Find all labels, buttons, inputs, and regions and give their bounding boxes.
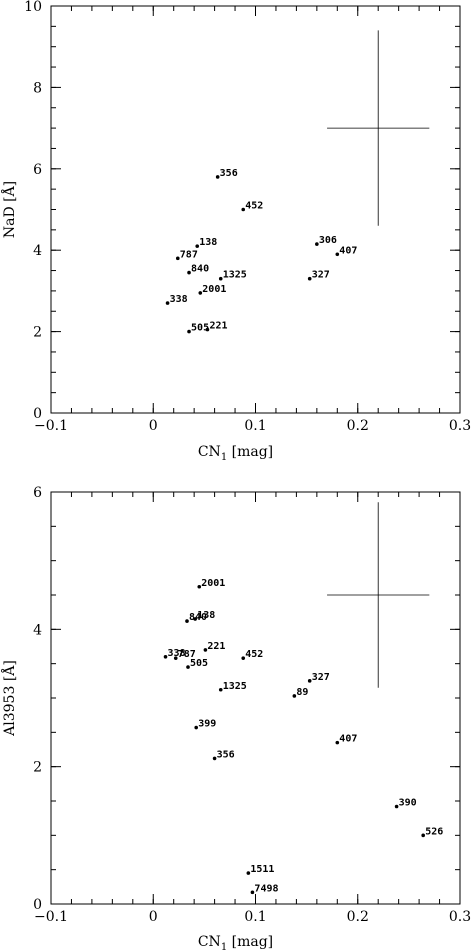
data-point xyxy=(198,291,203,295)
data-point xyxy=(205,327,210,332)
x-tick-label: −0.1 xyxy=(34,418,68,434)
data-point xyxy=(165,301,170,305)
point-label: 338 xyxy=(168,648,186,659)
point-label: 2001 xyxy=(201,578,225,589)
y-tick-label: 6 xyxy=(33,485,42,501)
x-tick-label: 0.1 xyxy=(244,418,266,434)
data-point xyxy=(193,617,197,621)
point-label: 407 xyxy=(339,245,357,256)
y-tick-label: 4 xyxy=(33,622,42,638)
point-label: 7498 xyxy=(254,883,278,894)
y-tick-label: 0 xyxy=(33,406,42,422)
point-label: 89 xyxy=(296,687,308,698)
point-label: 787 xyxy=(180,249,198,260)
x-tick-label: 0.1 xyxy=(244,909,266,925)
point-label: 306 xyxy=(319,235,337,246)
y-tick-label: 4 xyxy=(33,243,42,259)
point-label: 138 xyxy=(197,610,215,621)
data-point xyxy=(421,833,425,838)
data-point xyxy=(335,252,340,257)
x-tick-label: 0.3 xyxy=(449,909,471,925)
point-label: 138 xyxy=(199,237,217,248)
point-label: 327 xyxy=(312,672,330,683)
point-label: 1325 xyxy=(223,270,247,281)
point-label: 505 xyxy=(191,323,209,334)
x-axis-title: CN1 [mag] xyxy=(198,444,273,463)
data-point xyxy=(187,270,191,275)
x-tick-label: 0 xyxy=(149,418,158,434)
x-tick-label: 0.3 xyxy=(449,418,471,434)
point-label: 1511 xyxy=(250,864,274,875)
y-axis-title: NaD [Å] xyxy=(0,181,18,238)
data-point xyxy=(241,656,246,660)
point-label: 840 xyxy=(189,612,207,623)
data-point xyxy=(185,619,189,623)
point-label: 505 xyxy=(190,658,208,669)
y-tick-label: 2 xyxy=(33,325,42,341)
data-point xyxy=(315,242,319,246)
data-point xyxy=(173,656,178,660)
x-axis-subscript: 1 xyxy=(221,452,227,463)
point-label: 2001 xyxy=(202,284,226,295)
data-point xyxy=(175,256,180,261)
point-label: 526 xyxy=(425,826,443,837)
point-label: 787 xyxy=(178,649,196,660)
point-label: 452 xyxy=(245,201,263,212)
point-label: 390 xyxy=(399,797,417,808)
data-point xyxy=(203,648,208,652)
data-point xyxy=(212,756,217,761)
data-point xyxy=(194,725,198,730)
data-point xyxy=(215,175,220,179)
x-axis-subscript: 1 xyxy=(221,942,227,952)
point-label: 399 xyxy=(198,719,216,730)
point-label: 356 xyxy=(217,749,235,760)
data-point xyxy=(335,740,340,745)
point-label: 407 xyxy=(339,734,357,745)
point-label: 327 xyxy=(312,270,330,281)
point-label: 338 xyxy=(170,294,188,305)
x-axis-unit: [mag] xyxy=(227,444,273,460)
data-point xyxy=(187,329,191,334)
point-label: 1325 xyxy=(223,681,247,692)
data-point xyxy=(250,890,255,895)
data-point xyxy=(307,276,312,281)
data-point xyxy=(218,276,223,281)
data-point xyxy=(292,694,297,698)
y-tick-label: 8 xyxy=(33,80,42,96)
point-label: 356 xyxy=(220,168,238,179)
y-tick-label: 0 xyxy=(33,897,42,913)
data-point xyxy=(241,207,246,212)
data-point xyxy=(197,584,202,589)
x-axis-label: CN xyxy=(198,444,221,460)
data-point xyxy=(307,679,312,683)
y-axis-title: Al3953 [Å] xyxy=(0,660,18,737)
data-point xyxy=(195,244,200,248)
data-point xyxy=(218,687,223,692)
x-tick-label: −0.1 xyxy=(34,909,68,925)
point-label: 840 xyxy=(191,264,209,275)
data-point xyxy=(246,871,251,875)
x-tick-label: 0 xyxy=(149,909,158,925)
point-label: 221 xyxy=(209,321,227,332)
data-point xyxy=(186,665,190,669)
data-point xyxy=(394,804,399,809)
y-tick-label: 6 xyxy=(33,162,42,178)
y-tick-label: 10 xyxy=(24,0,42,15)
x-axis-unit: [mag] xyxy=(227,934,273,950)
y-tick-label: 2 xyxy=(33,760,42,776)
point-label: 452 xyxy=(245,649,263,660)
x-tick-label: 0.2 xyxy=(347,909,369,925)
data-point xyxy=(163,655,168,659)
x-axis-title: CN1 [mag] xyxy=(198,934,273,952)
point-label: 221 xyxy=(207,641,225,652)
plot-frame xyxy=(50,491,461,905)
x-axis-label: CN xyxy=(198,934,221,950)
x-tick-label: 0.2 xyxy=(347,418,369,434)
